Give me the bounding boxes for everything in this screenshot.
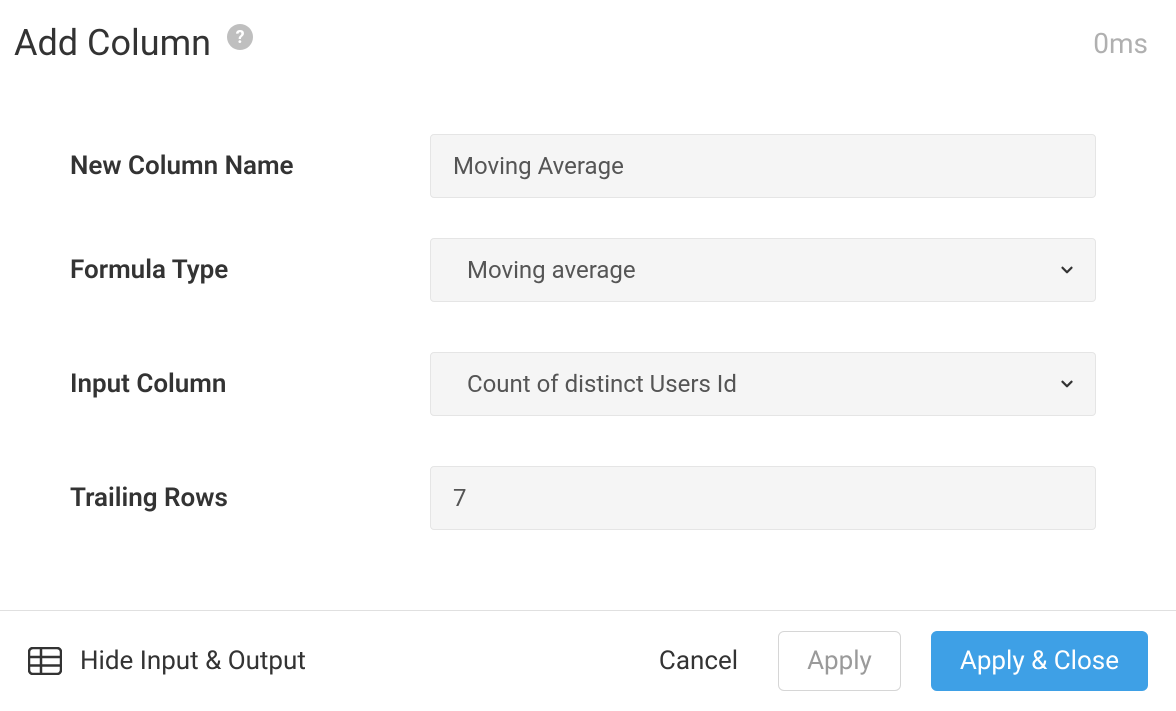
- form-body: New Column Name Formula Type Moving aver…: [0, 74, 1176, 610]
- label-formula-type: Formula Type: [70, 255, 430, 285]
- select-formula-type[interactable]: Moving average: [430, 238, 1096, 302]
- label-input-column: Input Column: [70, 369, 430, 399]
- dialog-title: Add Column: [14, 22, 211, 64]
- select-input-column[interactable]: Count of distinct Users Id: [430, 352, 1096, 416]
- row-input-column: Input Column Count of distinct Users Id: [70, 352, 1096, 416]
- help-icon[interactable]: ?: [227, 24, 253, 50]
- row-new-column-name: New Column Name: [70, 134, 1096, 198]
- select-input-column-value: Count of distinct Users Id: [467, 370, 737, 398]
- cancel-button[interactable]: Cancel: [649, 632, 748, 690]
- select-wrap-input-column: Count of distinct Users Id: [430, 352, 1096, 416]
- add-column-dialog: Add Column ? 0ms New Column Name Formula…: [0, 0, 1176, 698]
- apply-button[interactable]: Apply: [778, 631, 901, 691]
- label-new-column-name: New Column Name: [70, 151, 430, 181]
- dialog-footer: Hide Input & Output Cancel Apply Apply &…: [0, 610, 1176, 711]
- row-formula-type: Formula Type Moving average: [70, 238, 1096, 302]
- select-wrap-formula-type: Moving average: [430, 238, 1096, 302]
- timing-text: 0ms: [1093, 27, 1148, 60]
- footer-right: Cancel Apply Apply & Close: [649, 631, 1148, 691]
- input-trailing-rows[interactable]: [430, 466, 1096, 530]
- apply-close-button[interactable]: Apply & Close: [931, 631, 1148, 691]
- footer-left: Hide Input & Output: [28, 646, 306, 676]
- table-icon: [28, 647, 62, 675]
- dialog-header: Add Column ? 0ms: [0, 0, 1176, 74]
- input-new-column-name[interactable]: [430, 134, 1096, 198]
- hide-input-output-link[interactable]: Hide Input & Output: [80, 646, 306, 676]
- row-trailing-rows: Trailing Rows: [70, 466, 1096, 530]
- select-formula-type-value: Moving average: [467, 256, 636, 284]
- label-trailing-rows: Trailing Rows: [70, 483, 430, 513]
- title-wrap: Add Column ?: [14, 22, 253, 64]
